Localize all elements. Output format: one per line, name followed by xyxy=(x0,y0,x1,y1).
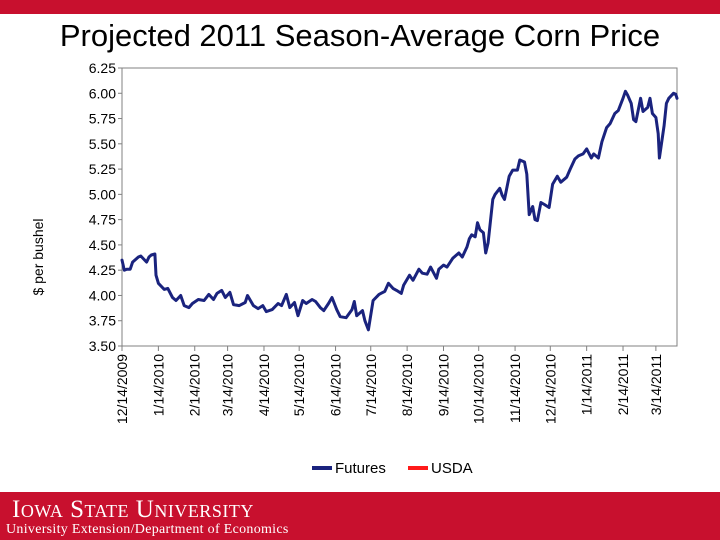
x-tick-label: 2/14/2010 xyxy=(187,354,203,416)
y-tick-label: 6.25 xyxy=(89,60,116,76)
y-tick-label: 5.75 xyxy=(89,111,116,127)
series-layer xyxy=(120,89,679,332)
x-tick-label: 10/14/2010 xyxy=(471,354,487,424)
x-tick-label: 1/14/2011 xyxy=(579,354,595,415)
legend-label-usda: USDA xyxy=(431,460,473,477)
x-tick-label: 3/14/2011 xyxy=(648,354,664,415)
x-tick-label: 7/14/2010 xyxy=(363,354,379,416)
y-tick-label: 5.25 xyxy=(89,161,116,177)
y-axis-label: $ per bushel xyxy=(30,218,46,295)
plot-area xyxy=(121,67,678,347)
y-tick-label: 4.50 xyxy=(89,237,116,253)
legend: Futures USDA xyxy=(312,460,473,477)
slide-title: Projected 2011 Season-Average Corn Price xyxy=(59,18,661,53)
x-tick-label: 3/14/2010 xyxy=(220,354,236,416)
y-axis: 3.50 3.75 4.00 4.25 4.50 4.75 5.00 5.25 5.50 5.75… xyxy=(89,60,122,354)
y-tick-label: 5.00 xyxy=(89,186,116,202)
y-tick-label: 4.25 xyxy=(89,262,116,278)
y-tick-label: 4.75 xyxy=(89,212,116,228)
y-tick-label: 4.00 xyxy=(89,287,116,303)
x-axis: 12/14/2009 1/14/2010 2/14/2010 3/14/2010 4/1… xyxy=(114,346,664,424)
series-line-futures xyxy=(120,89,679,332)
x-tick-label: 8/14/2010 xyxy=(399,354,415,416)
x-tick-label: 11/14/2010 xyxy=(507,354,523,423)
footer-subtitle: University Extension/Department of Econo… xyxy=(6,522,289,537)
price-line-chart: 3.50 3.75 4.00 4.25 4.50 4.75 5.00 5.25 5.50 5.75… xyxy=(30,60,679,477)
y-tick-label: 3.50 xyxy=(89,338,116,354)
x-tick-label: 12/14/2009 xyxy=(114,354,130,424)
x-tick-label: 2/14/2011 xyxy=(615,354,631,415)
y-tick-label: 5.50 xyxy=(89,136,116,152)
x-tick-label: 5/14/2010 xyxy=(291,354,307,416)
y-tick-label: 6.00 xyxy=(89,85,116,101)
x-tick-label: 6/14/2010 xyxy=(328,354,344,416)
x-tick-label: 4/14/2010 xyxy=(256,354,272,416)
x-tick-label: 1/14/2010 xyxy=(150,354,166,416)
top-brand-bar xyxy=(0,0,720,14)
x-tick-label: 12/14/2010 xyxy=(542,354,558,424)
university-logo-text: Iowa State University xyxy=(12,496,254,523)
x-tick-label: 9/14/2010 xyxy=(436,354,452,416)
legend-label-futures: Futures xyxy=(335,460,386,477)
footer-bar: Iowa State University University Extensi… xyxy=(0,492,720,540)
y-tick-label: 3.75 xyxy=(89,313,116,329)
